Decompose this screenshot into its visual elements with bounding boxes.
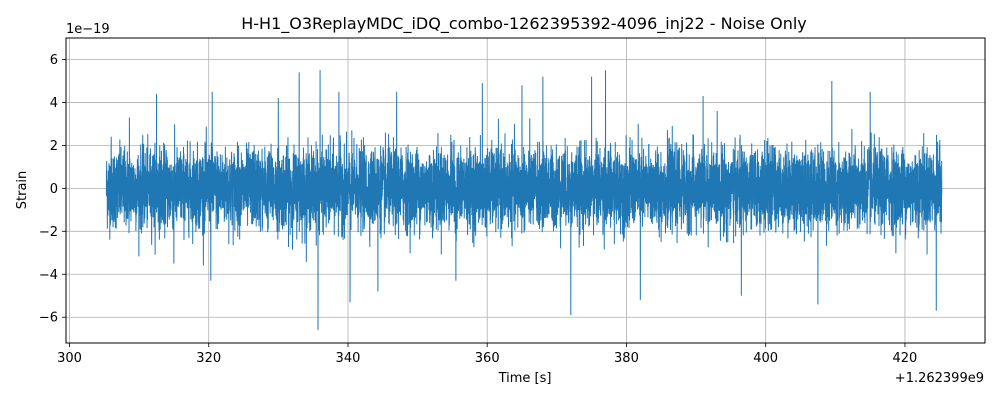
strain-series-line: [105, 70, 943, 331]
y-tick-label: 0: [50, 182, 58, 197]
x-tick-label: 340: [336, 351, 361, 366]
x-axis-label: Time [s]: [498, 371, 552, 386]
x-axis-ticks: 300 320 340 360 380 400 420: [57, 343, 917, 366]
chart-title: H-H1_O3ReplayMDC_iDQ_combo-1262395392-40…: [241, 14, 807, 34]
x-offset-label: +1.262399e9: [895, 371, 984, 386]
y-axis-ticks: −6 −4 −2 0 2 4 6: [39, 53, 66, 326]
y-tick-label: −2: [39, 225, 58, 240]
x-tick-label: 360: [475, 351, 500, 366]
y-axis-label: Strain: [15, 171, 30, 210]
x-tick-label: 300: [57, 351, 82, 366]
y-tick-label: 2: [50, 139, 58, 154]
y-tick-label: −4: [39, 268, 58, 283]
x-tick-label: 400: [753, 351, 778, 366]
y-tick-label: 6: [50, 53, 58, 68]
x-tick-label: 320: [196, 351, 221, 366]
y-tick-label: −6: [39, 311, 58, 326]
x-tick-label: 380: [614, 351, 639, 366]
y-scale-label: 1e−19: [66, 22, 110, 37]
x-tick-label: 420: [893, 351, 918, 366]
y-tick-label: 4: [50, 96, 58, 111]
plot-area-frame: [65, 37, 986, 344]
